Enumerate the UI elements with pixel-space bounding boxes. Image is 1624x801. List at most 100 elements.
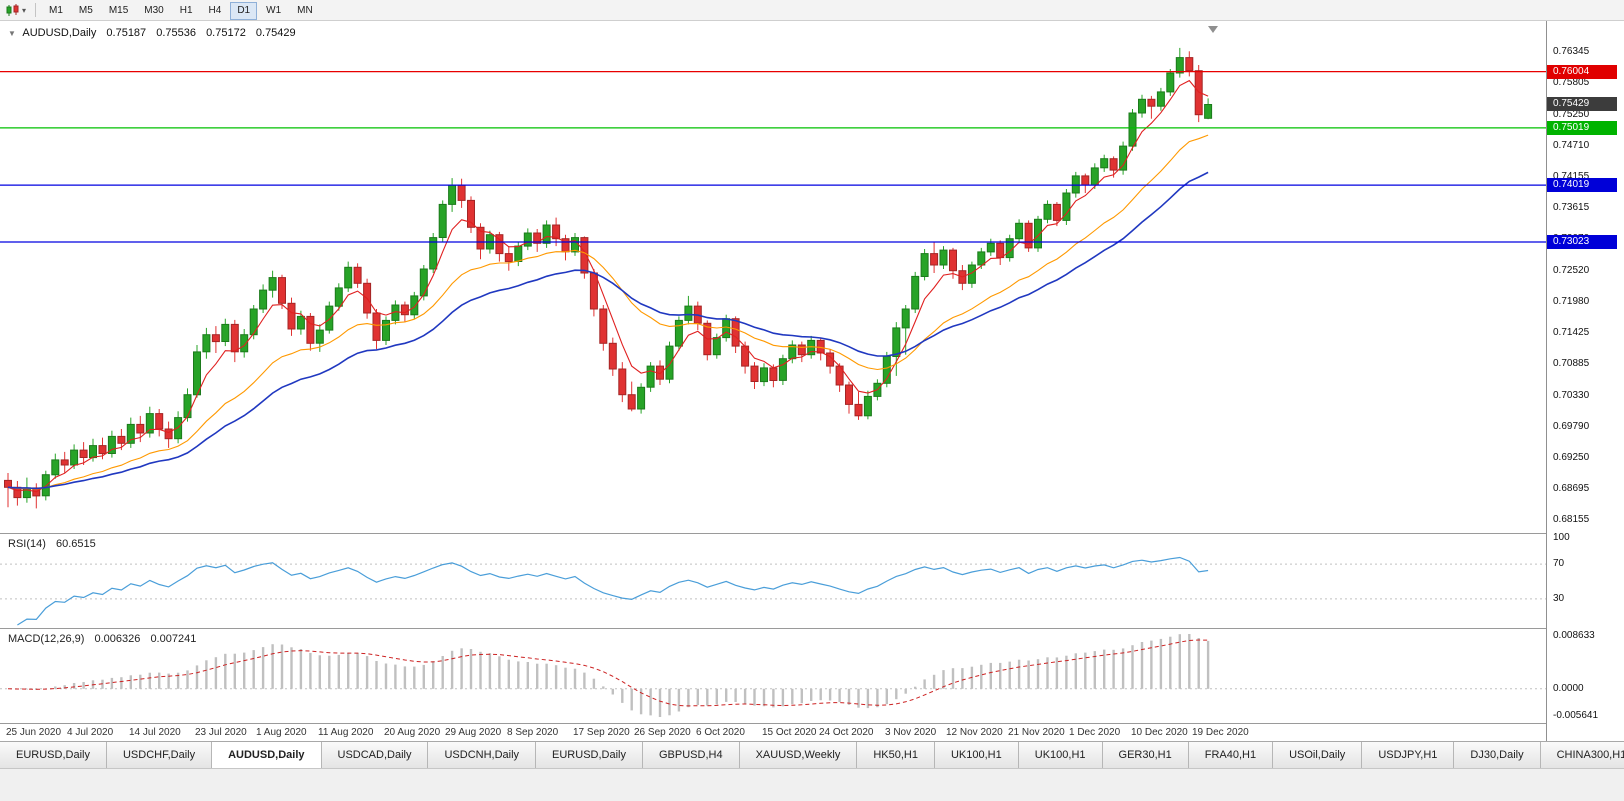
- chart-window: ▼ AUDUSD,Daily 0.75187 0.75536 0.75172 0…: [0, 21, 1624, 741]
- chart-tab-china300-h1[interactable]: CHINA300,H1: [1540, 742, 1624, 768]
- price-chart-pane[interactable]: [0, 21, 1546, 533]
- timeframe-button-d1[interactable]: D1: [230, 2, 258, 20]
- macd-indicator-label: MACD(12,26,9) 0.006326 0.007241: [8, 633, 203, 645]
- time-scale-label: 1 Aug 2020: [256, 727, 307, 738]
- time-scale-label: 15 Oct 2020: [762, 727, 817, 738]
- time-scale-label: 21 Nov 2020: [1008, 727, 1065, 738]
- macd-scale-top: 0.008633: [1553, 630, 1595, 641]
- price-scale-tick: 0.69250: [1553, 452, 1590, 463]
- time-scale[interactable]: 25 Jun 2020 4 Jul 2020 14 Jul 2020 23 Jul 2…: [0, 724, 1546, 741]
- macd-pane[interactable]: [0, 629, 1546, 723]
- rsi-scale-tick: 100: [1553, 532, 1570, 543]
- time-scale-label: 23 Jul 2020: [195, 727, 247, 738]
- price-scale-tick: 0.68155: [1553, 514, 1590, 525]
- chart-tab-usoil-daily[interactable]: USOil,Daily: [1273, 742, 1363, 768]
- chart-type-dropdown-icon[interactable]: ▾: [22, 5, 27, 15]
- chart-tab-uk100-h1[interactable]: UK100,H1: [934, 742, 1019, 768]
- price-scale-tick: 0.69790: [1553, 421, 1590, 432]
- rsi-scale-tick: 70: [1553, 558, 1565, 569]
- timeframe-button-w1[interactable]: W1: [259, 2, 288, 20]
- ohlc-low: 0.75172: [206, 27, 246, 39]
- price-scale-tick: 0.74710: [1553, 140, 1590, 151]
- timeframe-button-m30[interactable]: M30: [137, 2, 170, 20]
- chart-tab-ger30-h1[interactable]: GER30,H1: [1102, 742, 1189, 768]
- time-scale-label: 12 Nov 2020: [946, 727, 1003, 738]
- time-scale-label: 20 Aug 2020: [384, 727, 441, 738]
- chart-tab-bar: EURUSD,Daily USDCHF,Daily AUDUSD,Daily USDC…: [0, 741, 1624, 768]
- price-scale-tick: 0.71425: [1553, 327, 1590, 338]
- time-scale-label: 17 Sep 2020: [573, 727, 630, 738]
- candlesticks: [4, 47, 1213, 509]
- price-scale-tick: 0.76345: [1553, 46, 1590, 57]
- macd-name: MACD(12,26,9): [8, 633, 85, 645]
- price-scale[interactable]: 0.76345 0.75805 0.75250 0.74710 0.74155 0.736…: [1546, 21, 1624, 741]
- ohlc-close: 0.75429: [255, 27, 296, 39]
- price-scale-tick: 0.68695: [1553, 483, 1590, 494]
- ohlc-high: 0.75536: [156, 27, 196, 39]
- time-scale-label: 14 Jul 2020: [129, 727, 181, 738]
- macd-scale-zero: 0.0000: [1553, 683, 1584, 694]
- pane-divider[interactable]: [0, 628, 1624, 629]
- macd-scale-bottom: -0.005641: [1553, 710, 1599, 721]
- timeframe-button-m15[interactable]: M15: [102, 2, 135, 20]
- time-scale-label: 1 Dec 2020: [1069, 727, 1121, 738]
- rsi-line: [17, 556, 1209, 626]
- chart-tab-uk100-h1[interactable]: UK100,H1: [1018, 742, 1103, 768]
- time-scale-label: 8 Sep 2020: [507, 727, 559, 738]
- chart-tab-dj30-daily[interactable]: DJ30,Daily: [1454, 742, 1541, 768]
- price-scale-tick: 0.70330: [1553, 390, 1590, 401]
- time-scale-label: 10 Dec 2020: [1131, 727, 1188, 738]
- time-scale-label: 4 Jul 2020: [67, 727, 114, 738]
- mini-candlestick-glyph: [6, 3, 19, 16]
- macd-histogram: [16, 634, 1210, 717]
- chart-shift-marker[interactable]: [1208, 26, 1218, 33]
- timeframe-button-m5[interactable]: M5: [72, 2, 100, 20]
- price-scale-tick: 0.72520: [1553, 265, 1590, 276]
- rsi-indicator-label: RSI(14) 60.6515: [8, 538, 103, 550]
- rsi-pane[interactable]: [0, 534, 1546, 628]
- horizontal-lines[interactable]: [0, 70, 1546, 243]
- collapse-arrow-icon[interactable]: ▼: [8, 29, 16, 38]
- time-scale-label: 24 Oct 2020: [819, 727, 874, 738]
- timeframe-button-h1[interactable]: H1: [173, 2, 200, 20]
- rsi-scale-tick: 30: [1553, 593, 1565, 604]
- chart-tab-xauusd-weekly[interactable]: XAUUSD,Weekly: [739, 742, 858, 768]
- chart-tab-gbpusd-h4[interactable]: GBPUSD,H4: [643, 742, 740, 768]
- chart-tab-hk50-h1[interactable]: HK50,H1: [857, 742, 935, 768]
- toolbar-separator: [35, 3, 37, 17]
- pane-divider[interactable]: [0, 723, 1624, 724]
- price-scale-tick: 0.71980: [1553, 296, 1590, 307]
- price-badge-support-line-0.73023: 0.73023: [1547, 235, 1617, 249]
- chart-tab-usdchf-daily[interactable]: USDCHF,Daily: [106, 742, 213, 768]
- price-scale-tick: 0.75250: [1553, 109, 1590, 120]
- timeframe-buttons: M1 M5 M15 M30 H1 H4 D1 W1 MN: [41, 0, 321, 20]
- price-scale-tick: 0.75805: [1553, 77, 1590, 88]
- price-badge-support-line-0.74019: 0.74019: [1547, 178, 1617, 192]
- chart-tab-usdjpy-h1[interactable]: USDJPY,H1: [1362, 742, 1455, 768]
- pane-divider[interactable]: [0, 533, 1624, 534]
- timeframe-button-mn[interactable]: MN: [290, 2, 320, 20]
- ma-line-0: [7, 79, 1209, 493]
- rsi-name: RSI(14): [8, 538, 46, 550]
- price-badge-support-line-0.75019: 0.75019: [1547, 121, 1617, 135]
- timeframe-button-h4[interactable]: H4: [202, 2, 229, 20]
- price-badge-current-price-0.75429: 0.75429: [1547, 97, 1617, 111]
- ma-lines: [7, 79, 1209, 493]
- chart-ohlc-header: ▼ AUDUSD,Daily 0.75187 0.75536 0.75172 0…: [8, 27, 303, 39]
- chart-tab-audusd-daily[interactable]: AUDUSD,Daily: [212, 742, 322, 768]
- chart-tab-eurusd-daily[interactable]: EURUSD,Daily: [0, 742, 107, 768]
- bottom-strip: [0, 768, 1624, 801]
- chart-tab-usdcad-daily[interactable]: USDCAD,Daily: [321, 742, 429, 768]
- macd-signal-value: 0.007241: [150, 633, 197, 645]
- rsi-value: 60.6515: [55, 538, 96, 550]
- ohlc-open: 0.75187: [106, 27, 147, 39]
- price-scale-tick: 0.70885: [1553, 358, 1590, 369]
- chart-tab-fra40-h1[interactable]: FRA40,H1: [1188, 742, 1274, 768]
- timeframe-button-m1[interactable]: M1: [42, 2, 70, 20]
- ma-line-1: [7, 134, 1209, 490]
- time-scale-label: 25 Jun 2020: [6, 727, 62, 738]
- chart-tab-eurusd-daily[interactable]: EURUSD,Daily: [536, 742, 643, 768]
- chart-type-icon[interactable]: [6, 3, 20, 17]
- price-scale-tick: 0.73615: [1553, 202, 1590, 213]
- chart-tab-usdcnh-daily[interactable]: USDCNH,Daily: [428, 742, 537, 768]
